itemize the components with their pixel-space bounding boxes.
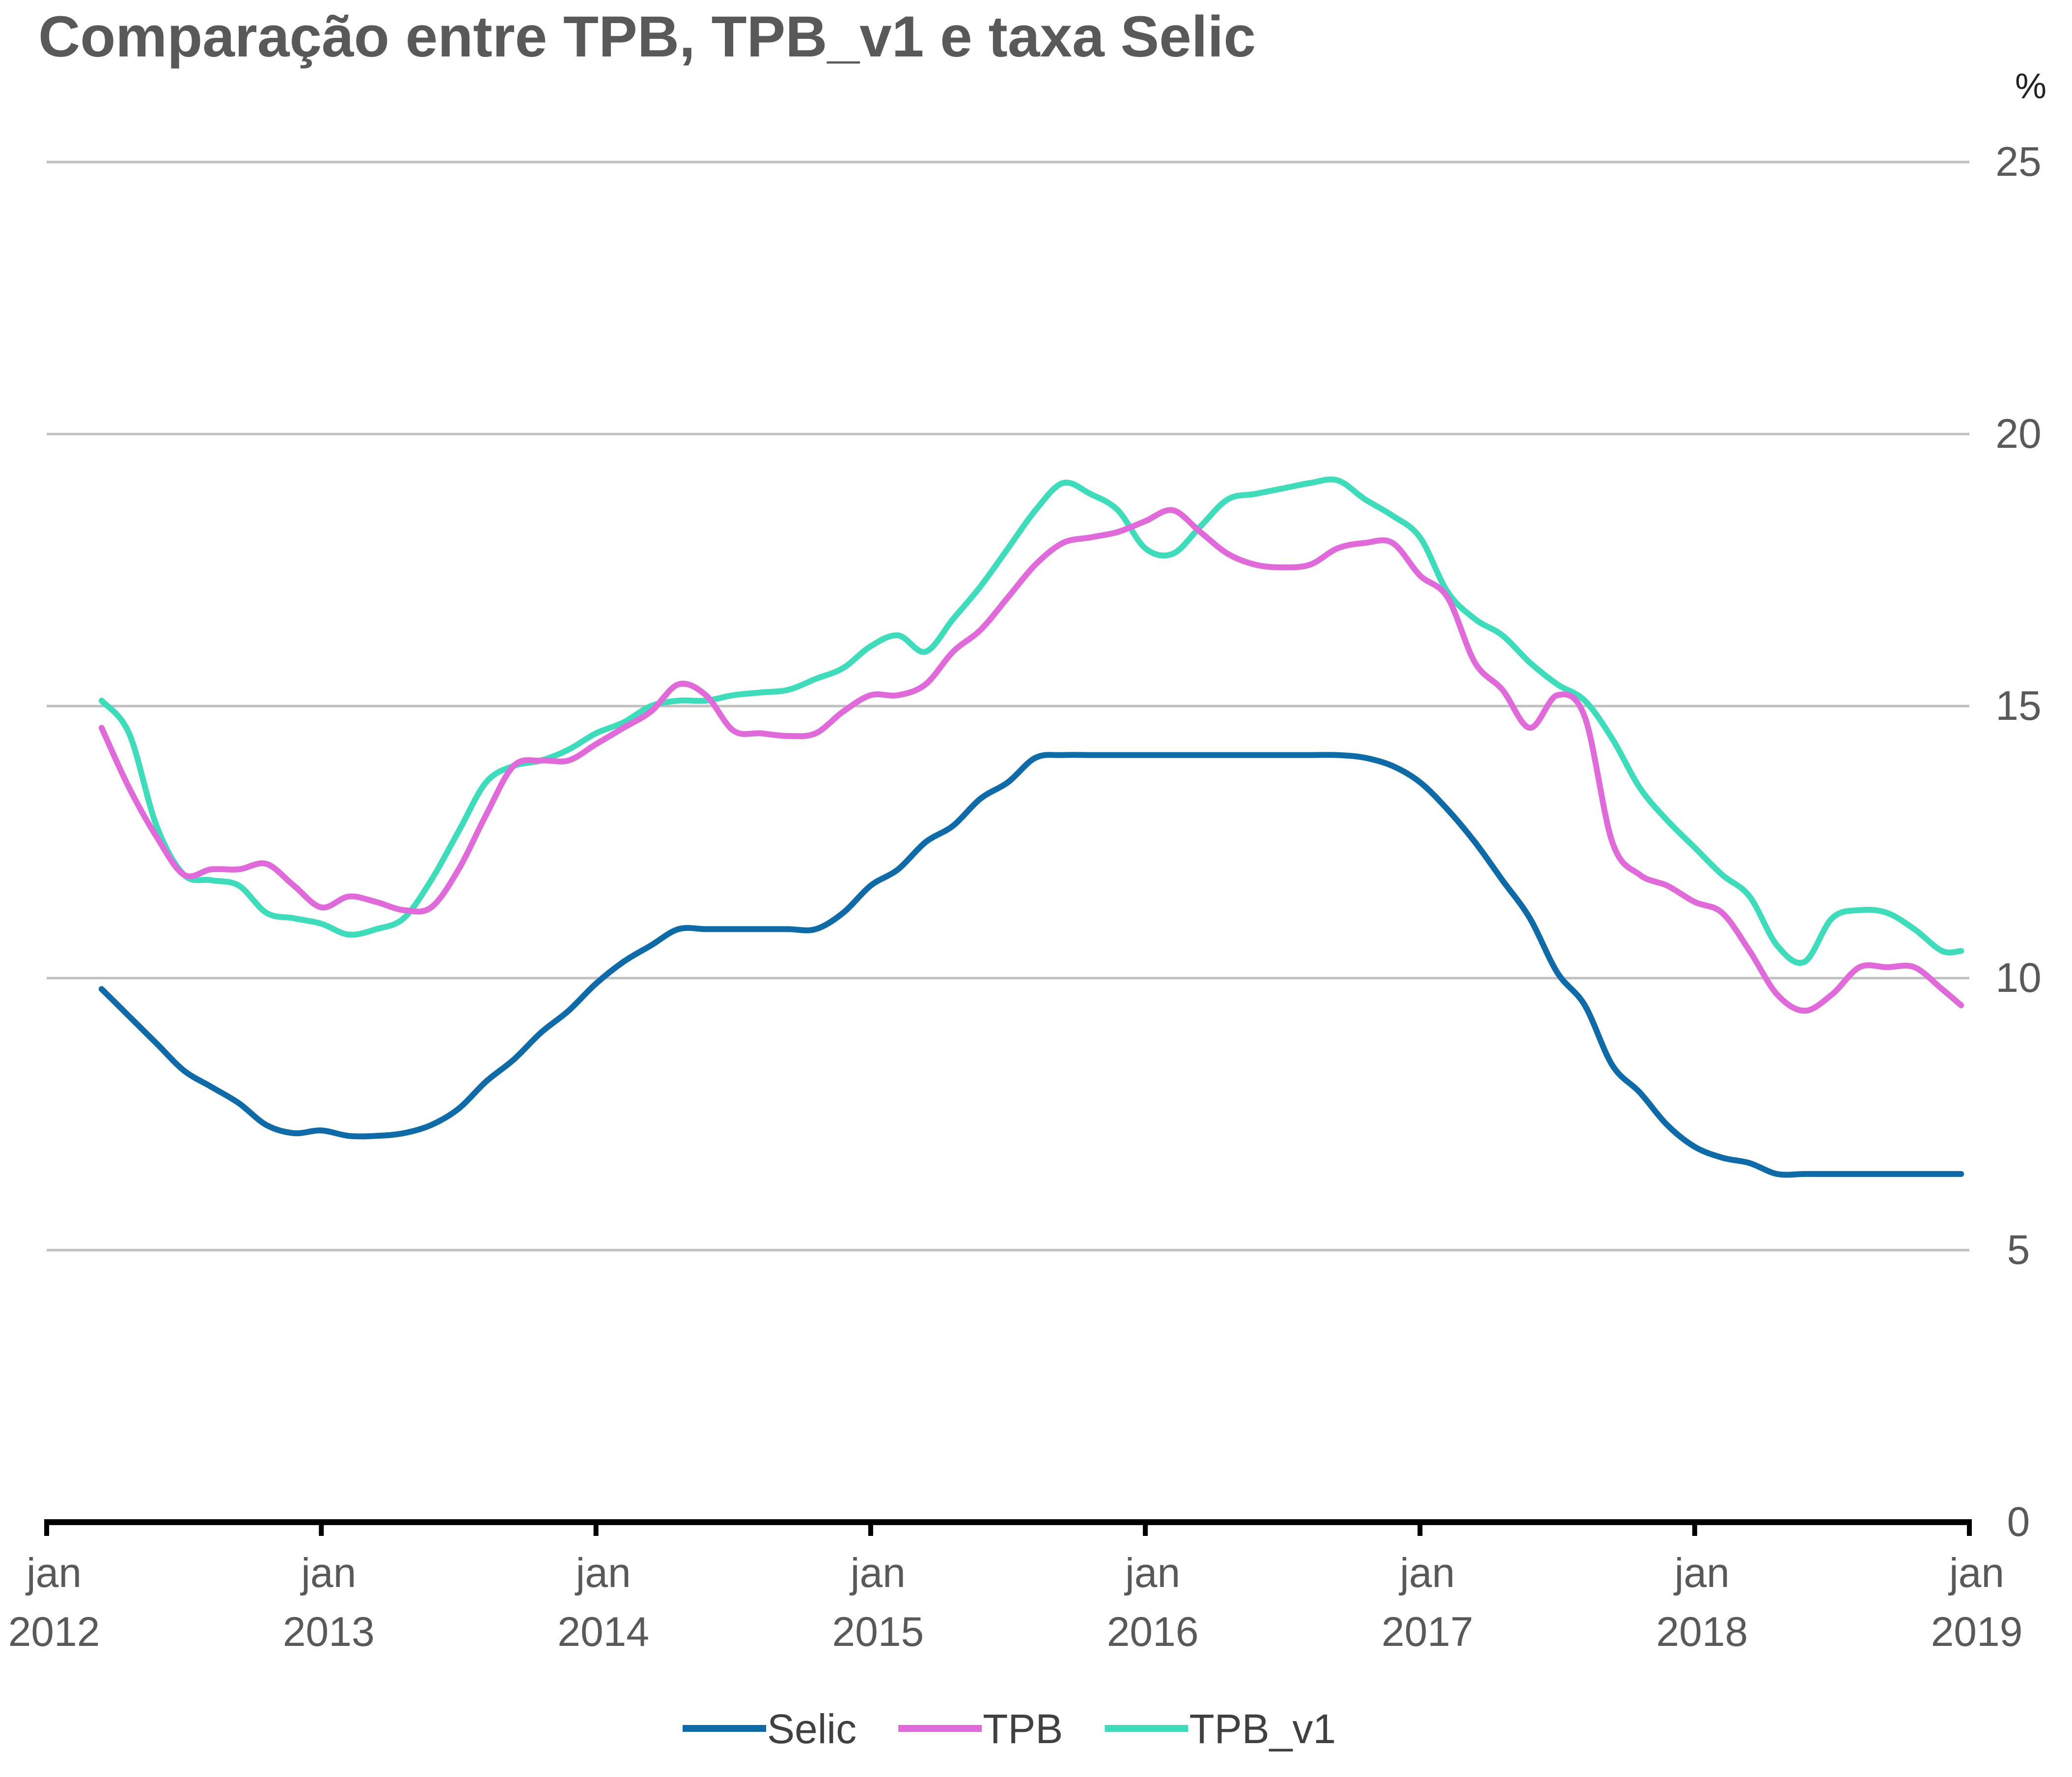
x-tick-label: jan bbox=[25, 1550, 82, 1596]
x-tick-label: 2013 bbox=[283, 1609, 375, 1655]
x-tick-label: 2016 bbox=[1107, 1609, 1199, 1655]
x-tick-label: 2015 bbox=[832, 1609, 924, 1655]
x-tick-label: 2019 bbox=[1931, 1609, 2023, 1655]
y-tick-label: 10 bbox=[1995, 955, 2041, 1001]
series-line-selic bbox=[98, 752, 1964, 1178]
y-tick-label: 5 bbox=[2007, 1227, 2030, 1273]
legend: Selic TPB TPB_v1 bbox=[683, 1706, 1336, 1752]
y-axis-unit-label: % bbox=[2015, 67, 2046, 106]
x-tick-label: 2017 bbox=[1381, 1609, 1473, 1655]
series-lines bbox=[98, 476, 1964, 1178]
x-tick-label: jan bbox=[575, 1550, 631, 1596]
y-tick-label: 15 bbox=[1995, 683, 2041, 729]
legend-label-tpb: TPB bbox=[983, 1706, 1063, 1752]
x-tick-label: jan bbox=[1398, 1550, 1455, 1596]
y-tick-label: 0 bbox=[2007, 1499, 2030, 1545]
x-tick-label: 2014 bbox=[557, 1609, 649, 1655]
gridlines bbox=[47, 161, 1969, 1252]
chart-title: Comparação entre TPB, TPB_v1 e taxa Seli… bbox=[38, 4, 1256, 69]
y-tick-label: 25 bbox=[1995, 138, 2041, 185]
x-tick-label: jan bbox=[849, 1550, 906, 1596]
series-line-tpb bbox=[98, 507, 1964, 1014]
x-tick-label: jan bbox=[1673, 1550, 1730, 1596]
axes: 0 5 10 15 20 25 jan 2012 jan 2013 jan 2014 jan 2015 ja… bbox=[8, 138, 2042, 1655]
x-tick-label: 2012 bbox=[8, 1609, 100, 1655]
x-tick-label: 2018 bbox=[1656, 1609, 1748, 1655]
x-tick-label: jan bbox=[1948, 1550, 2004, 1596]
x-tick-label: jan bbox=[1124, 1550, 1180, 1596]
legend-label-selic: Selic bbox=[767, 1706, 856, 1752]
legend-label-tpb_v1: TPB_v1 bbox=[1189, 1706, 1336, 1752]
x-tick-label: jan bbox=[300, 1550, 356, 1596]
series-line-tpb_v1 bbox=[98, 476, 1964, 966]
y-tick-label: 20 bbox=[1995, 410, 2041, 457]
